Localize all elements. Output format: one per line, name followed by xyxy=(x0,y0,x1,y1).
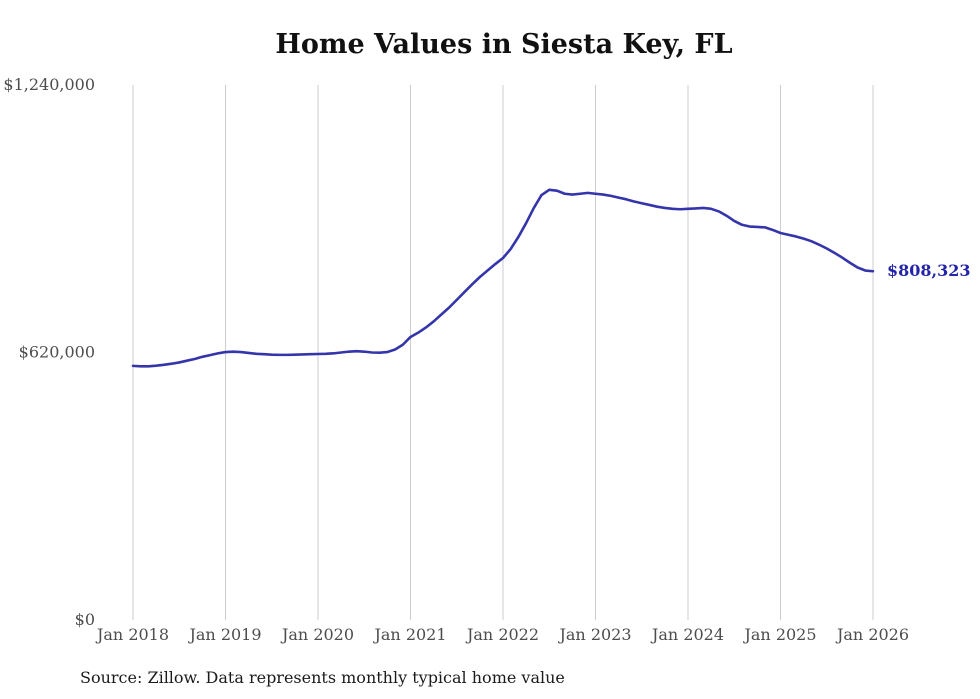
x-tick-label: Jan 2022 xyxy=(465,625,539,644)
y-tick-label: $0 xyxy=(75,610,95,629)
x-axis-labels: Jan 2018 Jan 2019 Jan 2020 Jan 2021 Jan 2022… xyxy=(95,625,909,644)
x-tick-label: Jan 2021 xyxy=(372,625,446,644)
x-tick-label: Jan 2020 xyxy=(280,625,354,644)
x-tick-label: Jan 2024 xyxy=(650,625,724,644)
x-tick-label: Jan 2018 xyxy=(95,625,169,644)
end-value-label: $808,323 xyxy=(887,261,971,280)
x-tick-label: Jan 2023 xyxy=(557,625,631,644)
gridlines xyxy=(132,85,874,620)
y-tick-label: $620,000 xyxy=(19,343,95,362)
x-tick-label: Jan 2019 xyxy=(187,625,261,644)
home-value-line xyxy=(131,188,875,368)
x-tick-label: Jan 2025 xyxy=(742,625,816,644)
y-tick-label: $1,240,000 xyxy=(3,75,95,94)
chart-title: Home Values in Siesta Key, FL xyxy=(275,29,732,60)
source-note: Source: Zillow. Data represents monthly … xyxy=(80,668,565,687)
x-tick-label: Jan 2026 xyxy=(835,625,909,644)
y-axis-labels: $0 $620,000 $1,240,000 xyxy=(3,75,95,629)
